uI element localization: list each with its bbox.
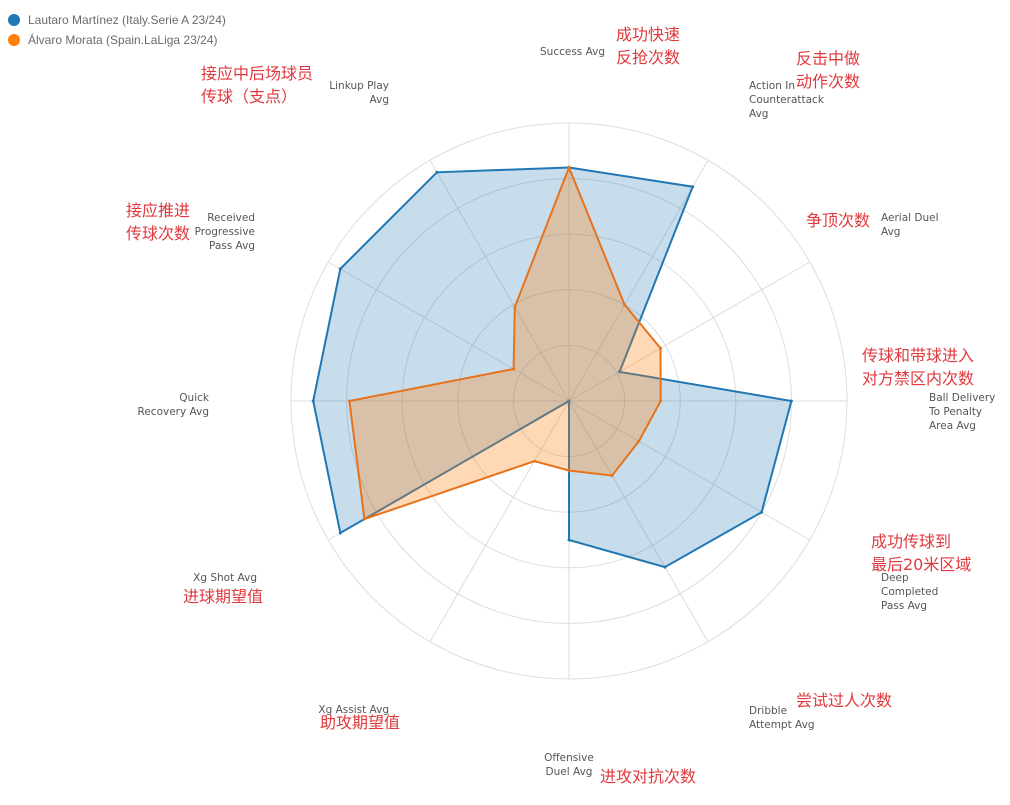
series-point-0 [618, 370, 622, 374]
series-point-0 [567, 538, 571, 542]
axis-label: Action In [749, 80, 795, 92]
series-point-1 [637, 439, 641, 443]
legend-item-morata[interactable]: Álvaro Morata (Spain.LaLiga 23/24) [8, 30, 226, 50]
axis-label: Received [207, 212, 255, 224]
annotation-label: 成功传球到 [871, 532, 951, 551]
axis-label: Counterattack [749, 94, 825, 106]
grid-spoke [568, 400, 709, 643]
series-point-0 [789, 399, 793, 403]
annotation-label: 对方禁区内次数 [862, 369, 974, 388]
axis-label: Duel Avg [546, 766, 593, 778]
annotation-label: 进攻对抗次数 [600, 767, 696, 786]
legend-label-morata: Álvaro Morata (Spain.LaLiga 23/24) [28, 33, 218, 47]
axis-label: Success Avg [540, 46, 605, 58]
grid-spoke [429, 159, 570, 402]
grid-spoke [568, 159, 709, 402]
series-point-1 [659, 346, 662, 350]
grid-spoke [327, 261, 570, 402]
radar-series [311, 164, 793, 569]
series-point-1 [610, 474, 614, 478]
series-point-1 [532, 459, 536, 463]
axis-label: Avg [370, 94, 389, 106]
axis-label: Completed [881, 586, 938, 598]
annotation-label: 助攻期望值 [320, 713, 400, 732]
annotation-label: 接应推进 [126, 201, 190, 220]
series-point-0 [338, 531, 342, 535]
axis-label: Xg Assist Avg [318, 704, 389, 716]
series-point-0 [760, 510, 764, 514]
annotation-label: 传球（支点） [201, 87, 297, 106]
series-point-1 [623, 303, 627, 307]
axis-label: Linkup Play [329, 80, 389, 92]
annotation-label: 争顶次数 [806, 211, 870, 230]
axis-label: Avg [881, 226, 900, 238]
axis-label: Pass Avg [881, 600, 927, 612]
annotation-label: 反击中做 [796, 49, 860, 68]
series-point-0 [691, 185, 695, 189]
axis-label: To Penalty [928, 406, 982, 418]
annotation-label: 成功快速 [616, 25, 680, 44]
legend: Lautaro Martínez (Italy.Serie A 23/24) Á… [8, 10, 226, 50]
axis-label: Quick [179, 392, 210, 404]
series-point-0 [663, 565, 667, 569]
series-point-1 [347, 399, 351, 403]
grid-spoke [568, 400, 811, 541]
axis-label: Pass Avg [209, 240, 255, 252]
annotation-label: 传球次数 [126, 224, 190, 243]
axis-label: Area Avg [929, 420, 976, 432]
axis-label: Ball Delivery [929, 392, 995, 404]
legend-item-lautaro[interactable]: Lautaro Martínez (Italy.Serie A 23/24) [8, 10, 226, 30]
axis-label: Aerial Duel [881, 212, 939, 224]
axis-label: Attempt Avg [749, 719, 815, 731]
series-point-0 [311, 399, 315, 403]
series-point-1 [512, 367, 516, 371]
legend-marker-lautaro [8, 14, 20, 26]
annotation-label: 动作次数 [796, 72, 860, 91]
annotation-label: 传球和带球进入 [862, 346, 974, 365]
series-point-0 [435, 170, 439, 174]
axis-labels: Success Avg Action In Counterattack Avg Aeri… [138, 46, 996, 778]
series-point-0 [338, 267, 342, 271]
series-point-1 [362, 517, 366, 521]
series-point-1 [659, 399, 663, 403]
series-point-0 [567, 399, 571, 403]
legend-label-lautaro: Lautaro Martínez (Italy.Serie A 23/24) [28, 13, 226, 27]
series-point-1 [567, 469, 571, 472]
axis-label: Deep [881, 572, 909, 584]
series-point-1 [513, 305, 517, 309]
grid-spoke [429, 400, 570, 643]
axis-label: Recovery Avg [138, 406, 209, 418]
annotation-label: 反抢次数 [616, 48, 680, 67]
annotation-label: 进球期望值 [183, 587, 263, 606]
axis-label: Progressive [195, 226, 255, 238]
axis-label: Dribble [749, 705, 787, 717]
axis-label: Offensive [544, 752, 594, 764]
annotation-label: 接应中后场球员 [201, 64, 313, 83]
axis-label: Xg Shot Avg [193, 572, 257, 584]
axis-label: Avg [749, 108, 768, 120]
legend-marker-morata [8, 34, 20, 46]
series-point-1 [567, 166, 571, 169]
grid-spoke [568, 261, 811, 402]
annotation-label: 最后20米区域 [871, 555, 971, 574]
annotation-label: 尝试过人次数 [796, 691, 892, 710]
